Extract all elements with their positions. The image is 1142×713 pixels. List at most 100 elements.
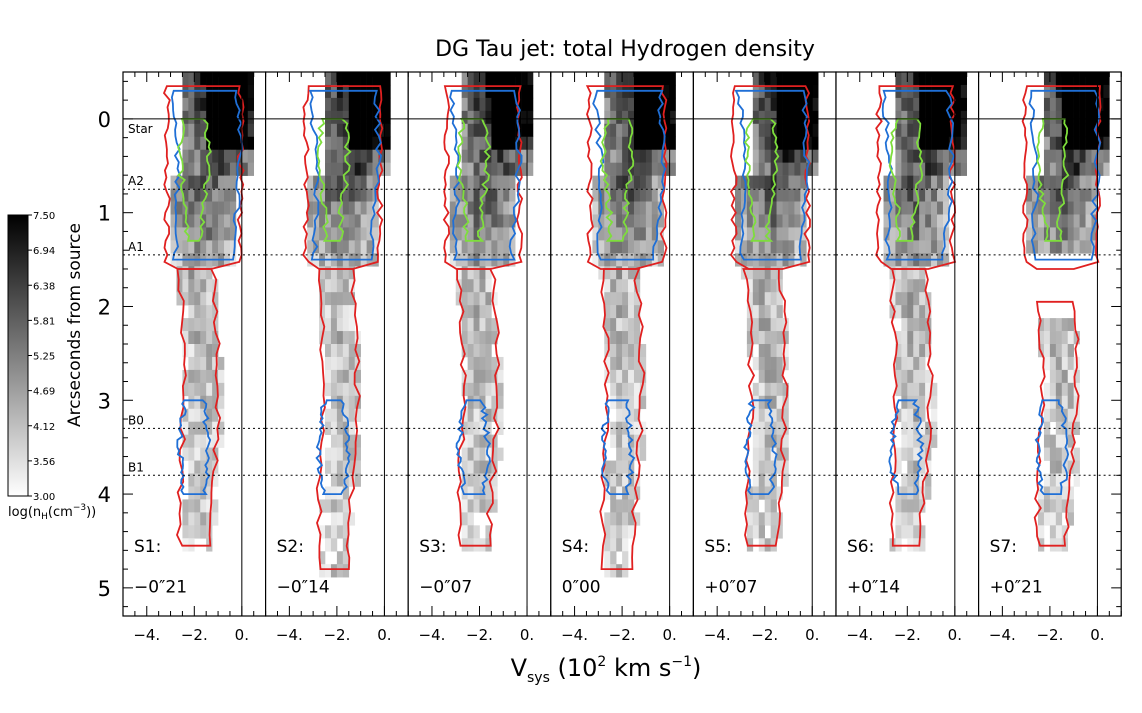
- density-cell: [485, 266, 492, 280]
- density-cell: [1085, 136, 1092, 151]
- density-cell: [325, 408, 332, 423]
- density-cell: [633, 344, 641, 358]
- density-cell: [622, 72, 629, 86]
- density-cell: [247, 123, 255, 138]
- density-cell: [479, 305, 486, 319]
- density-cell: [188, 512, 195, 526]
- red-contour-lower: [599, 268, 646, 570]
- density-cell: [628, 499, 635, 513]
- density-cell: [491, 227, 498, 241]
- density-cell: [527, 123, 534, 138]
- density-cell: [194, 486, 201, 500]
- density-cell: [663, 97, 670, 112]
- density-cell: [758, 525, 765, 539]
- density-cell: [758, 175, 765, 189]
- density-cell: [342, 564, 350, 578]
- density-cell: [663, 149, 670, 163]
- density-cell: [901, 188, 908, 202]
- density-cell: [1097, 72, 1104, 86]
- density-cell: [633, 240, 641, 254]
- density-cell: [645, 162, 653, 176]
- density-cell: [942, 240, 950, 254]
- density-cell: [770, 214, 777, 228]
- density-cell: [229, 136, 237, 151]
- density-cell: [1043, 486, 1051, 500]
- chart-title: DG Tau jet: total Hydrogen density: [435, 37, 815, 62]
- density-cell: [325, 525, 332, 539]
- density-cell: [610, 240, 617, 254]
- density-cell: [491, 486, 498, 500]
- density-cell: [616, 201, 623, 215]
- density-cell: [1067, 201, 1074, 215]
- density-cell: [354, 434, 361, 448]
- density-cell: [919, 331, 926, 345]
- density-cell: [330, 123, 338, 138]
- density-cell: [521, 110, 528, 125]
- density-cell: [746, 175, 754, 189]
- density-cell: [212, 162, 219, 176]
- density-cell: [509, 214, 516, 228]
- density-cell: [467, 266, 474, 280]
- density-cell: [1103, 84, 1110, 99]
- density-cell: [348, 460, 356, 474]
- density-cell: [942, 227, 950, 241]
- density-cell: [812, 110, 819, 125]
- density-cell: [1055, 240, 1063, 254]
- density-cell: [740, 214, 748, 228]
- panel-label: S1:: [134, 537, 161, 557]
- density-cell: [325, 460, 332, 474]
- density-cell: [461, 97, 468, 112]
- density-cell: [633, 279, 641, 293]
- density-cell: [366, 188, 373, 202]
- density-cell: [360, 72, 367, 86]
- density-cell: [218, 356, 225, 371]
- density-cell: [931, 97, 938, 112]
- density-cell: [241, 162, 249, 176]
- density-cell: [651, 188, 659, 202]
- density-cell: [1043, 473, 1051, 487]
- density-cell: [746, 292, 754, 306]
- density-cell: [194, 175, 201, 189]
- density-cell: [758, 305, 765, 319]
- density-cell: [937, 123, 944, 138]
- density-cell: [467, 240, 474, 254]
- density-cell: [919, 162, 926, 176]
- density-cell: [776, 408, 783, 423]
- density-cell: [806, 136, 813, 151]
- density-cell: [182, 266, 189, 280]
- density-cell: [194, 369, 201, 384]
- density-cell: [336, 344, 344, 358]
- density-cell: [473, 382, 480, 397]
- density-cell: [919, 434, 926, 448]
- density-cell: [812, 149, 819, 163]
- density-cell: [354, 369, 361, 384]
- density-cell: [485, 97, 492, 112]
- density-cell: [218, 72, 225, 86]
- density-cell: [931, 136, 938, 151]
- density-cell: [764, 175, 771, 189]
- density-cell: [752, 473, 760, 487]
- density-cell: [336, 331, 344, 345]
- density-cell: [348, 369, 356, 384]
- density-cell: [206, 110, 213, 125]
- density-cell: [764, 486, 771, 500]
- density-cell: [473, 201, 480, 215]
- density-cell: [319, 279, 326, 293]
- density-cell: [669, 97, 676, 112]
- density-cell: [610, 538, 617, 552]
- density-cell: [1055, 188, 1063, 202]
- density-cell: [325, 97, 332, 112]
- density-cell: [467, 408, 474, 423]
- density-cell: [330, 188, 338, 202]
- density-cell: [247, 72, 255, 86]
- density-cell: [1061, 356, 1069, 371]
- density-cell: [604, 240, 611, 254]
- density-cell: [610, 123, 617, 138]
- density-cell: [734, 253, 742, 267]
- density-cell: [657, 136, 664, 151]
- density-cell: [485, 123, 492, 138]
- density-cell: [764, 512, 771, 526]
- density-cell: [622, 356, 629, 371]
- density-cell: [224, 227, 231, 241]
